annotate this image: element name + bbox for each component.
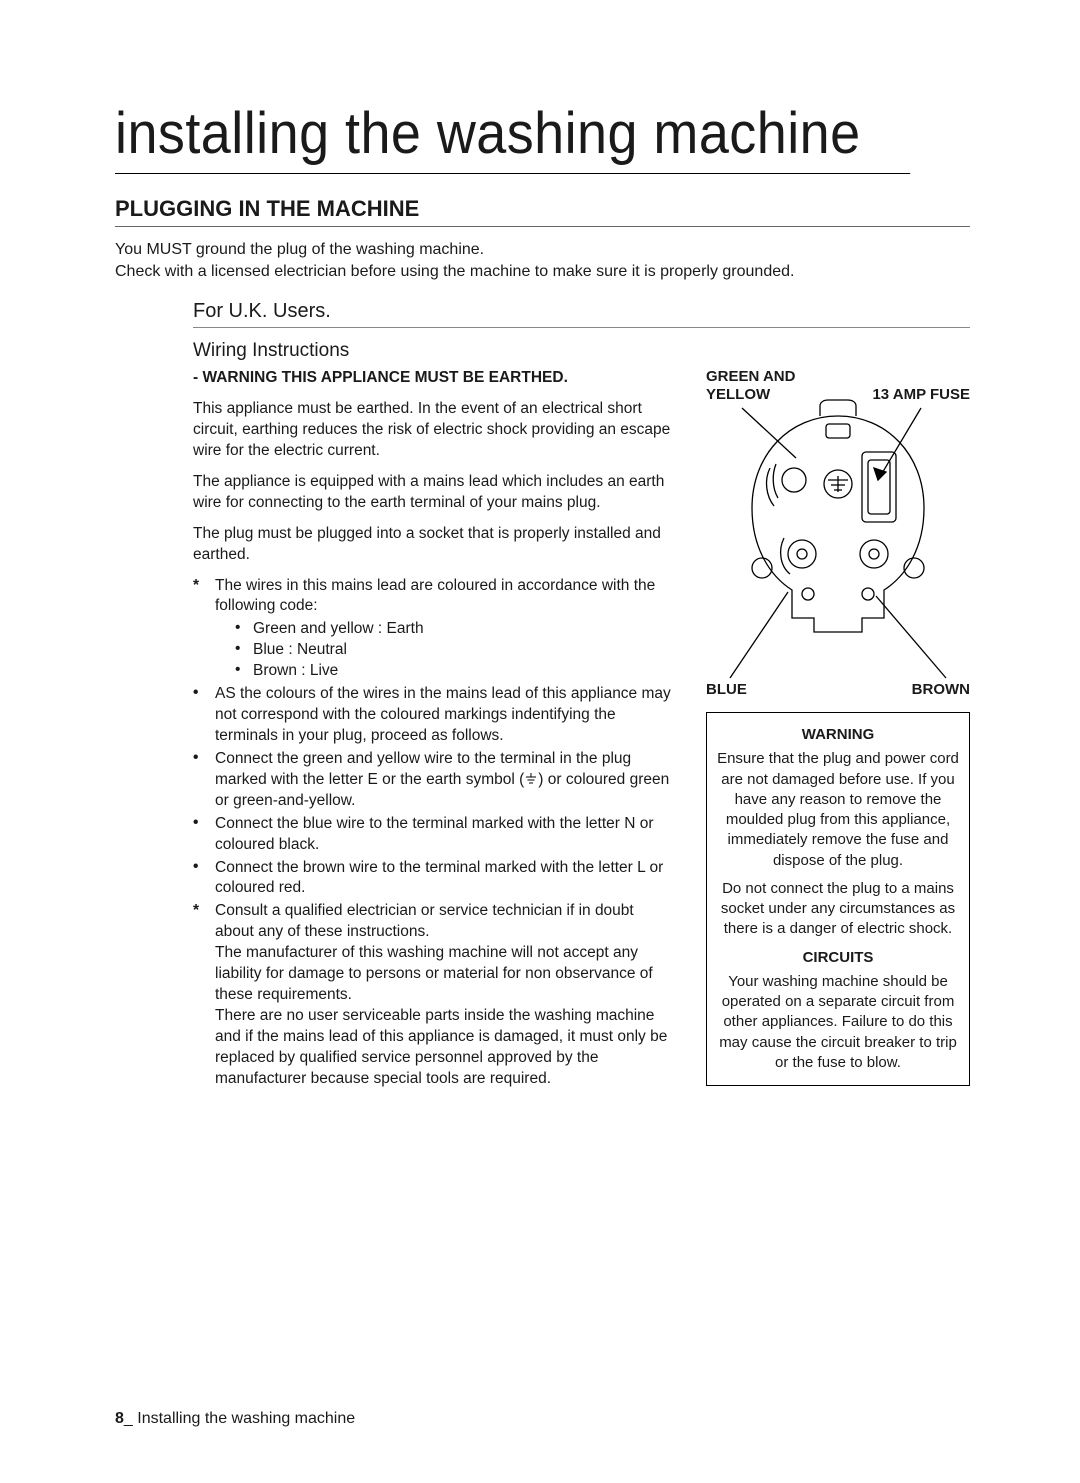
warning-text: Ensure that the plug and power cord are …	[717, 749, 959, 871]
list-item: Green and yellow : Earth	[235, 619, 676, 640]
warning-text: Do not connect the plug to a mains socke…	[717, 879, 959, 940]
intro-text: You MUST ground the plug of the washing …	[115, 239, 970, 282]
paragraph: This appliance must be earthed. In the e…	[193, 399, 676, 462]
footer-sep: _	[124, 1410, 137, 1427]
list-item: Connect the blue wire to the terminal ma…	[193, 814, 676, 856]
list-item: Connect the brown wire to the terminal m…	[193, 858, 676, 900]
list-text: The wires in this mains lead are coloure…	[215, 577, 655, 615]
right-column: GREEN AND YELLOW 13 AMP FUSE BLUE BROWN	[706, 368, 970, 1092]
wiring-list: The wires in this mains lead are coloure…	[193, 576, 676, 1090]
wiring-heading: Wiring Instructions	[193, 340, 970, 362]
list-item: Brown : Live	[235, 661, 676, 682]
left-column: - WARNING THIS APPLIANCE MUST BE EARTHED…	[193, 368, 676, 1092]
list-item: The wires in this mains lead are coloure…	[193, 576, 676, 683]
page-number: 8	[115, 1410, 124, 1427]
plug-diagram: GREEN AND YELLOW 13 AMP FUSE BLUE BROWN	[706, 368, 970, 698]
plug-svg	[706, 368, 970, 698]
uk-users-heading: For U.K. Users.	[193, 300, 970, 328]
circuits-text: Your washing machine should be operated …	[717, 972, 959, 1073]
earthed-warning: - WARNING THIS APPLIANCE MUST BE EARTHED…	[193, 368, 676, 389]
footer-text: Installing the washing machine	[137, 1410, 355, 1427]
circuits-heading: CIRCUITS	[717, 948, 959, 968]
list-text: The manufacturer of this washing machine…	[215, 944, 653, 1003]
wire-colours: Green and yellow : Earth Blue : Neutral …	[235, 619, 676, 682]
warning-heading: WARNING	[717, 725, 959, 745]
page-title: installing the washing machine	[115, 100, 910, 174]
earth-symbol-icon	[524, 772, 538, 786]
paragraph: The appliance is equipped with a mains l…	[193, 472, 676, 514]
list-text: Consult a qualified electrician or servi…	[215, 902, 634, 940]
list-item: Consult a qualified electrician or servi…	[193, 901, 676, 1089]
intro-line-1: You MUST ground the plug of the washing …	[115, 241, 484, 258]
list-item: AS the colours of the wires in the mains…	[193, 684, 676, 747]
intro-line-2: Check with a licensed electrician before…	[115, 263, 794, 280]
paragraph: The plug must be plugged into a socket t…	[193, 524, 676, 566]
list-item: Blue : Neutral	[235, 640, 676, 661]
page-footer: 8_ Installing the washing machine	[115, 1410, 355, 1428]
list-item: Connect the green and yellow wire to the…	[193, 749, 676, 812]
warning-box: WARNING Ensure that the plug and power c…	[706, 712, 970, 1086]
list-text: There are no user serviceable parts insi…	[215, 1007, 667, 1087]
section-heading: PLUGGING IN THE MACHINE	[115, 196, 970, 227]
